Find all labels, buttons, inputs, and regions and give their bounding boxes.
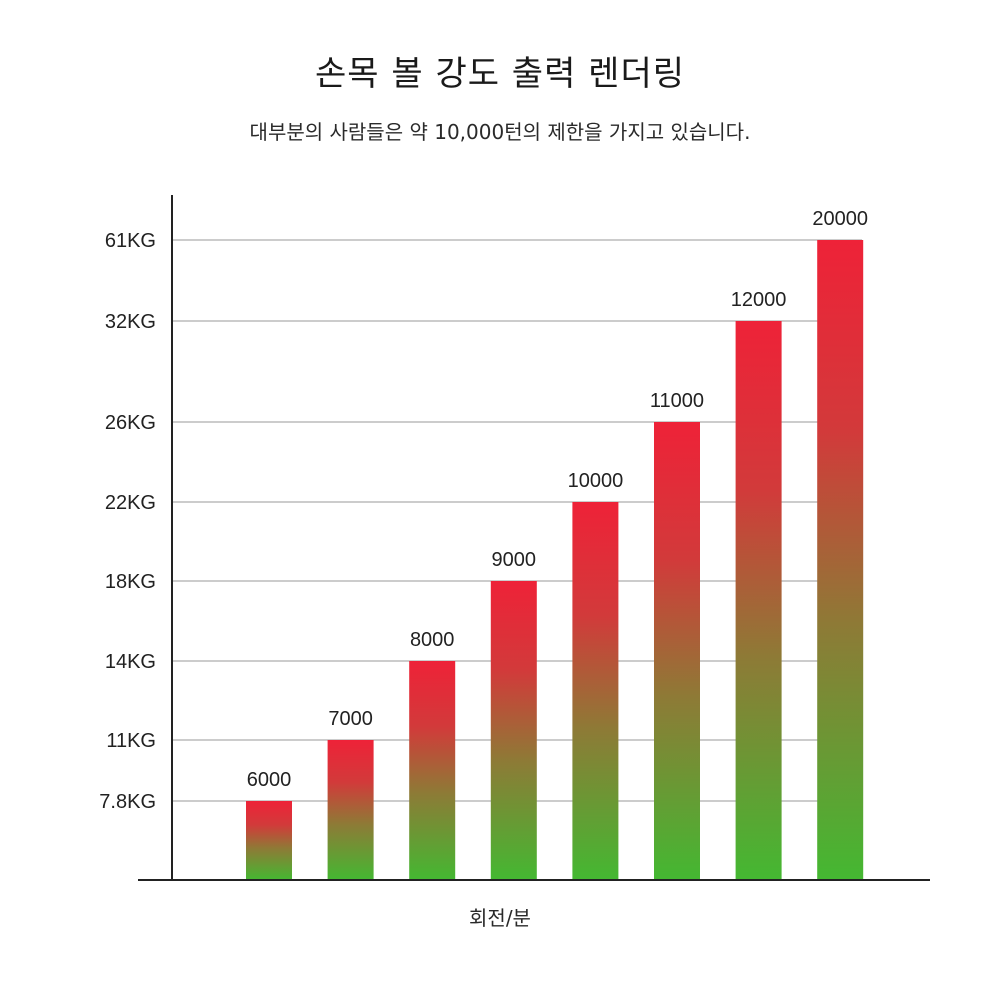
bar-value-label: 8000 bbox=[410, 629, 455, 651]
bar-9000 bbox=[490, 581, 537, 880]
bar-10000 bbox=[572, 502, 619, 880]
bar-value-label: 12000 bbox=[731, 289, 787, 311]
bar-7000 bbox=[327, 740, 374, 880]
bar-value-label: 9000 bbox=[492, 549, 537, 571]
bar-value-label: 11000 bbox=[650, 390, 704, 412]
bar-value-label: 6000 bbox=[247, 769, 292, 791]
bar-8000 bbox=[409, 661, 456, 880]
y-tick-label: 32KG bbox=[105, 311, 156, 333]
bar-value-label: 20000 bbox=[812, 208, 868, 230]
bar-value-label: 10000 bbox=[568, 470, 624, 492]
y-tick-label: 61KG bbox=[105, 230, 156, 252]
bar-11000 bbox=[654, 422, 700, 880]
x-axis-label: 회전/분 bbox=[469, 906, 531, 930]
bar-value-label: 7000 bbox=[328, 708, 373, 730]
bar-12000 bbox=[735, 321, 782, 880]
bar-value-labels: 6000 7000 8000 9000 10000 11000 12000 20000 bbox=[247, 208, 868, 791]
y-tick-label: 14KG bbox=[105, 651, 156, 673]
y-tick-label: 22KG bbox=[105, 492, 156, 514]
chart-subtitle: 대부분의 사람들은 약 10,000턴의 제한을 가지고 있습니다. bbox=[249, 120, 751, 144]
bar-6000 bbox=[246, 801, 292, 880]
bar-20000 bbox=[817, 240, 864, 880]
chart-title: 손목 볼 강도 출력 렌더링 bbox=[314, 54, 686, 94]
y-tick-label: 26KG bbox=[105, 412, 156, 434]
bars bbox=[246, 240, 864, 880]
y-tick-label: 7.8KG bbox=[99, 791, 156, 813]
y-axis-tick-labels: 7.8KG 11KG 14KG 18KG 22KG 26KG 32KG 61KG bbox=[99, 230, 156, 813]
y-tick-label: 11KG bbox=[106, 730, 156, 752]
y-tick-label: 18KG bbox=[105, 571, 156, 593]
